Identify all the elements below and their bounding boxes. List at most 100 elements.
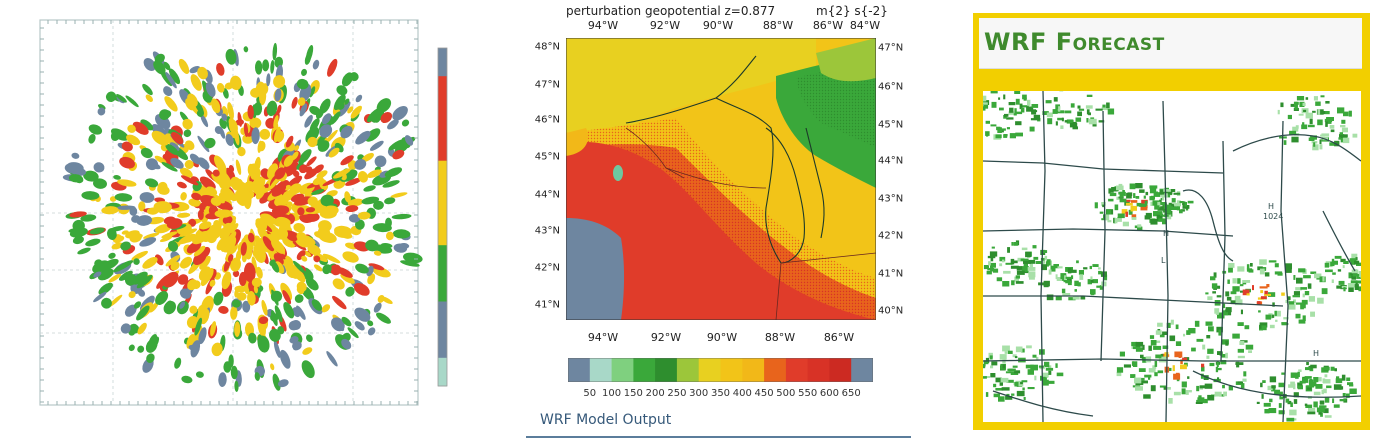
precip-cell (1237, 266, 1245, 272)
precip-cell (1293, 291, 1300, 296)
rainband-cell (289, 183, 302, 195)
rainband-cell (81, 191, 100, 200)
rainband-cell (274, 88, 282, 102)
precip-cell (1135, 341, 1144, 347)
precip-cell (1332, 272, 1336, 275)
precip-cell (1307, 283, 1312, 289)
precip-cell (1002, 364, 1006, 369)
precip-cell (1117, 216, 1122, 222)
svg-text:1024: 1024 (1263, 212, 1283, 221)
precip-cell (1153, 211, 1156, 215)
rainband-cell (366, 169, 382, 178)
rainband-cell (292, 307, 301, 318)
precip-cell (1358, 286, 1361, 292)
precip-cell (1170, 189, 1176, 192)
rainband-cell (72, 236, 84, 245)
precip-cell (1078, 108, 1085, 111)
precip-cell (1179, 201, 1184, 204)
precip-cell (1314, 273, 1322, 279)
precip-cell (1236, 361, 1240, 368)
precip-cell (1007, 247, 1010, 253)
precip-cell (1025, 364, 1034, 369)
precip-cell (1264, 293, 1271, 296)
rainband-cell (313, 264, 323, 272)
rainband-cell (373, 200, 384, 210)
precip-cell (1001, 387, 1010, 391)
colorbar-value: 650 (841, 388, 861, 399)
precip-cell (1131, 361, 1135, 366)
rainband-cell (229, 223, 239, 234)
rainband-cell (161, 161, 178, 172)
rainband-cell (138, 201, 146, 212)
rainband-cell (118, 270, 133, 281)
rainband-cell (296, 78, 309, 90)
precip-cell (1099, 211, 1104, 214)
precip-cell (1232, 286, 1240, 292)
rainband-cell (342, 251, 359, 263)
rainband-cell (341, 232, 353, 239)
precip-cell (1015, 121, 1022, 126)
rainband-cell (374, 155, 387, 168)
precip-cell (1288, 301, 1295, 305)
precip-cell (1304, 376, 1312, 379)
precip-cell (1313, 142, 1316, 147)
precip-cell (1215, 367, 1219, 373)
rainband-cell (353, 282, 370, 296)
rainband-cell (251, 127, 260, 145)
rainband-cell (97, 268, 114, 281)
rainband-cell (234, 285, 247, 293)
rainband-cell (270, 60, 275, 74)
precip-cell (1298, 369, 1302, 372)
precip-cell (1005, 396, 1013, 400)
rainband-cell (271, 205, 290, 216)
precip-cell (1048, 370, 1052, 375)
rainband-cell (319, 124, 333, 138)
precip-cell (1028, 271, 1036, 278)
precip-cell (1246, 264, 1250, 270)
rainband-cell (143, 232, 160, 239)
rainband-cell (345, 177, 362, 186)
rainband-cell (311, 189, 325, 195)
rainband-cell (315, 108, 324, 119)
rainband-cell (120, 323, 131, 334)
precip-cell (996, 126, 1001, 131)
precip-cell (1083, 267, 1088, 270)
precip-cell (1204, 398, 1208, 404)
colorbar-swatch (568, 358, 591, 382)
rainband-cell (391, 213, 412, 220)
precip-cell (1089, 265, 1092, 270)
rainband-cell (333, 94, 346, 111)
rainband-cell (129, 232, 142, 243)
precip-cell (1004, 113, 1009, 117)
precip-cell (1324, 262, 1329, 268)
precip-cell (1162, 194, 1165, 201)
rainband-cell (180, 175, 199, 186)
lat-label-left: 43°N (534, 225, 560, 237)
rainband-cell (385, 217, 392, 228)
rainband-cell (210, 321, 217, 337)
precip-cell (1256, 401, 1260, 404)
rainband-cell (243, 262, 256, 283)
precip-cell (1153, 345, 1162, 350)
precip-cell (1298, 113, 1304, 116)
precip-cell (1321, 288, 1328, 295)
rainband-cell (176, 181, 187, 189)
rainband-cell (155, 291, 169, 305)
rainband-cell (163, 86, 173, 97)
precip-cell (1333, 260, 1338, 265)
rainband-cell (170, 261, 180, 271)
precip-cell (1341, 119, 1346, 124)
precip-cell (1072, 121, 1077, 128)
precip-cell (1287, 296, 1291, 300)
rainband-cell (154, 254, 164, 266)
lat-label-right: 41°N (878, 268, 904, 280)
precip-cell (999, 382, 1003, 386)
storm-rainbands (62, 42, 423, 392)
rainband-cell (350, 105, 362, 119)
rainband-cell (131, 250, 148, 261)
rainband-cell (373, 302, 382, 313)
precip-cell (1005, 371, 1012, 374)
rainband-cell (184, 140, 195, 151)
precip-cell (1061, 288, 1066, 294)
precip-cell (1027, 267, 1036, 271)
